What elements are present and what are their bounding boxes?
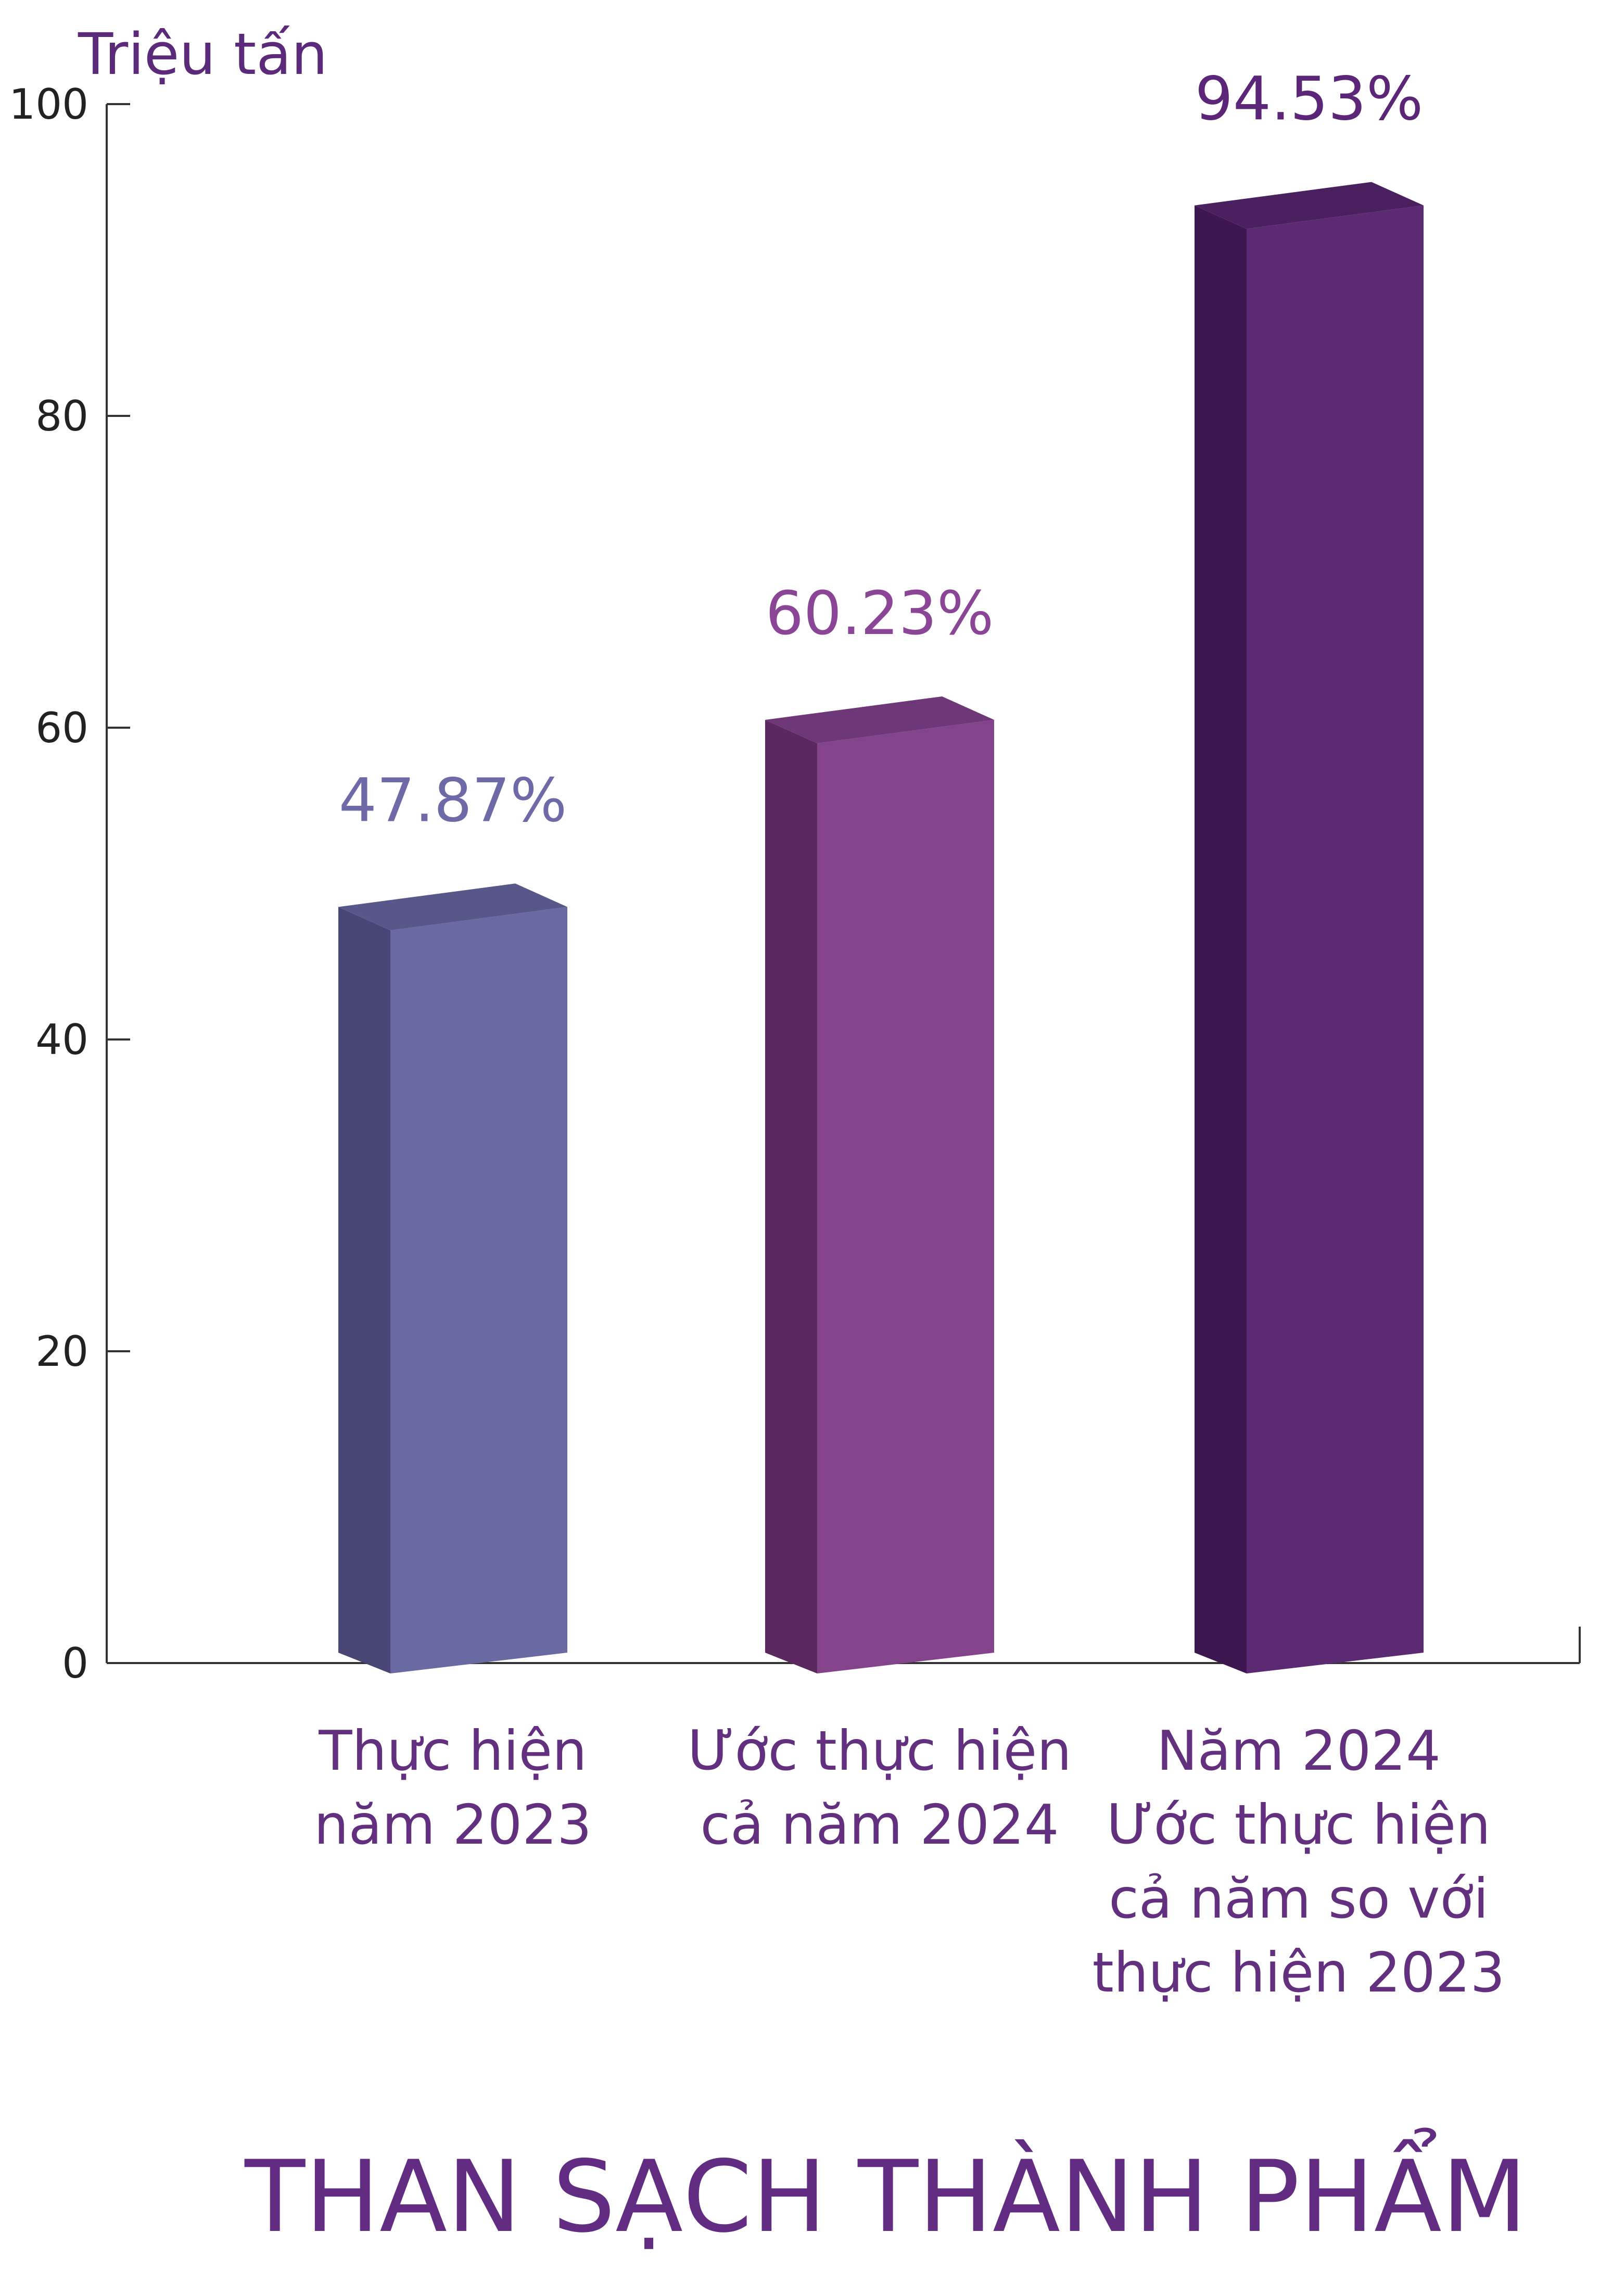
bar-top-face (1195, 182, 1424, 229)
bar-data-label: 60.23% (766, 579, 994, 649)
bar-3 (1195, 182, 1424, 1673)
category-label-line: cả năm 2024 (700, 1793, 1059, 1857)
category-label-line: năm 2023 (314, 1793, 592, 1857)
bar-front-face (1247, 205, 1424, 1673)
bar-1 (338, 883, 567, 1673)
bar-data-label: 94.53% (1195, 65, 1424, 134)
y-tick-label: 80 (35, 392, 88, 440)
chart-bars (338, 182, 1424, 1673)
chart-title: THAN SẠCH THÀNH PHẨM (245, 2139, 1527, 2254)
category-label-line: Ước thực hiện (1107, 1793, 1491, 1857)
bar-top-face (765, 696, 994, 743)
bar-2 (765, 696, 994, 1673)
y-tick-label: 60 (35, 704, 88, 752)
bar-front-face (817, 719, 994, 1673)
bar-side-face (1195, 205, 1247, 1673)
bar-front-face (390, 907, 567, 1673)
chart-labels: 47.87% Thực hiện năm 2023 60.23% Ước thực hi… (314, 65, 1505, 2005)
category-label-line: Thực hiện (318, 1719, 587, 1783)
bar-side-face (765, 719, 817, 1673)
category-label-line: cả năm so với (1109, 1867, 1489, 1931)
category-label-line: Năm 2024 (1157, 1719, 1441, 1783)
y-tick-label: 0 (62, 1639, 88, 1688)
y-tick-label: 100 (9, 80, 88, 129)
bar-side-face (338, 907, 390, 1673)
bar-top-face (338, 883, 567, 931)
y-axis-unit-label: Triệu tấn (78, 21, 328, 87)
y-tick-label: 20 (35, 1327, 88, 1376)
y-tick-label: 40 (35, 1016, 88, 1064)
category-label-line: thực hiện 2023 (1093, 1941, 1505, 2005)
category-label-line: Ước thực hiện (688, 1719, 1072, 1783)
bar-data-label: 47.87% (339, 766, 567, 835)
